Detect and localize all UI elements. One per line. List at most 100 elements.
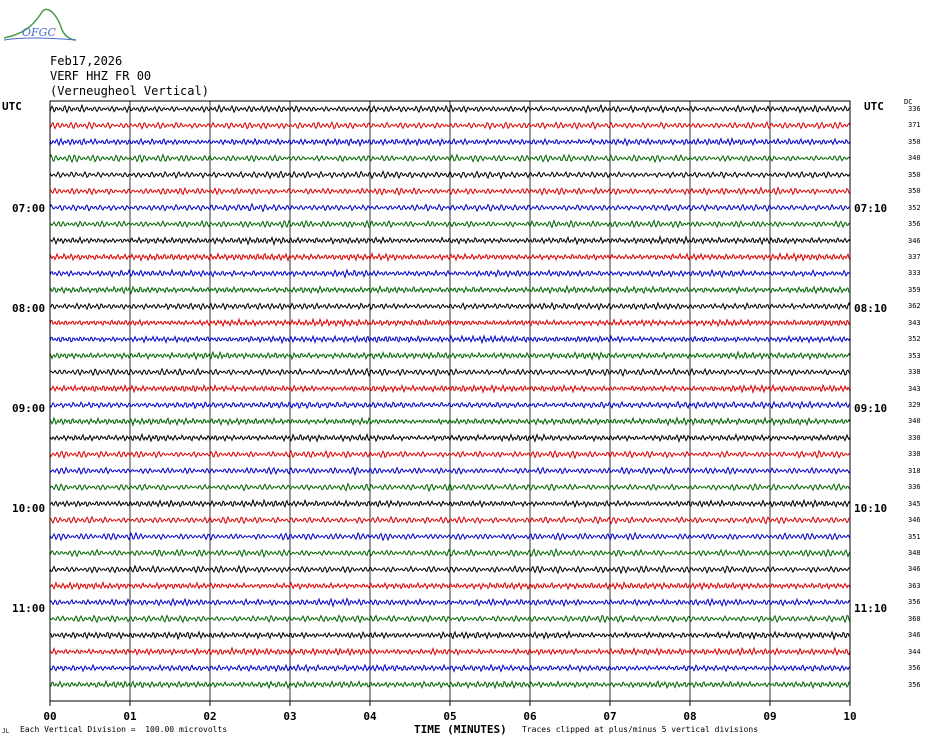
dc-offset-label: 340 <box>908 417 921 426</box>
dc-offset-label: 330 <box>908 433 921 442</box>
dc-offset-label: 359 <box>908 285 921 294</box>
dc-offset-label: 346 <box>908 631 921 640</box>
location-label: (Verneugheol Vertical) <box>50 84 209 98</box>
dc-offset-label: 350 <box>908 187 921 196</box>
dc-offset-label: 360 <box>908 614 921 623</box>
dc-offset-label: 343 <box>908 384 921 393</box>
dc-offset-label: 338 <box>908 368 921 377</box>
seismic-traces <box>49 103 851 690</box>
seismic-trace <box>49 466 851 477</box>
x-tick-label: 00 <box>43 710 57 723</box>
x-tick-label: 02 <box>203 710 217 723</box>
seismic-trace <box>49 137 851 148</box>
time-label-right: 10:10 <box>854 502 888 515</box>
seismic-trace <box>49 646 851 657</box>
seismic-trace <box>49 432 851 443</box>
seismic-trace <box>49 317 851 328</box>
dc-offset-label: 353 <box>908 351 921 360</box>
dc-offset-label: 337 <box>908 253 921 261</box>
seismic-trace <box>49 367 851 378</box>
seismic-trace <box>49 334 851 345</box>
seismic-trace <box>49 251 851 263</box>
seismic-trace <box>49 531 851 542</box>
seismic-trace <box>49 153 851 164</box>
seismic-trace <box>49 663 851 673</box>
x-tick-label: 04 <box>363 710 377 723</box>
dc-offset-label: 351 <box>908 532 921 541</box>
seismic-trace <box>49 614 851 624</box>
seismic-trace <box>49 268 851 279</box>
time-label-right: 07:10 <box>854 202 888 215</box>
dc-offset-label: 350 <box>908 137 921 146</box>
time-label-left: 07:00 <box>12 202 46 215</box>
x-tick-label: 05 <box>443 710 457 723</box>
time-label-left: 09:00 <box>12 402 46 415</box>
seismic-trace <box>49 103 851 114</box>
logo-text: OFGC <box>22 26 56 39</box>
seismic-trace <box>49 169 851 180</box>
x-axis-title: TIME (MINUTES) <box>414 723 507 736</box>
time-label-left: 08:00 <box>12 302 46 315</box>
date-label: Feb17,2026 <box>50 54 123 68</box>
seismic-trace <box>49 547 851 559</box>
station-label: VERF HHZ FR 00 <box>50 69 152 83</box>
dc-offset-label: 344 <box>908 647 921 656</box>
grid-lines <box>129 101 771 701</box>
x-tick-label: 10 <box>843 710 857 723</box>
dc-offset-label: 356 <box>908 680 921 689</box>
dc-offset-label: 346 <box>908 565 921 574</box>
utc-label-right: UTC <box>864 100 884 113</box>
x-tick-label: 06 <box>523 710 537 723</box>
seismic-trace <box>49 383 851 395</box>
seismic-trace <box>49 202 851 213</box>
dc-offset-label: 362 <box>908 302 921 311</box>
dc-offset-label: 343 <box>908 318 921 327</box>
dc-offset-label: 346 <box>908 236 921 245</box>
seismic-trace <box>49 350 851 361</box>
time-label-right: 09:10 <box>854 402 888 415</box>
seismic-trace <box>49 515 851 525</box>
seismic-trace <box>49 580 851 591</box>
x-axis-ticks <box>49 701 851 706</box>
x-tick-label: 08 <box>683 710 697 723</box>
time-label-left: 10:00 <box>12 502 46 515</box>
x-tick-label: 01 <box>123 710 137 723</box>
seismic-trace <box>49 679 851 690</box>
dc-offset-label: 352 <box>908 335 921 344</box>
dc-offset-label: 356 <box>908 598 921 607</box>
utc-label-left: UTC <box>2 100 22 113</box>
time-label-left: 11:00 <box>12 602 46 615</box>
dc-offset-label: 336 <box>908 483 921 492</box>
dc-offset-label: 352 <box>908 203 921 212</box>
seismic-trace <box>49 482 851 493</box>
dc-offset-label: 345 <box>908 499 921 508</box>
seismic-trace <box>49 498 851 509</box>
time-label-right: 11:10 <box>854 602 888 615</box>
dc-offset-label: 336 <box>908 105 921 113</box>
dc-offset-label: 318 <box>908 466 921 475</box>
seismic-trace <box>49 597 851 608</box>
seismic-trace <box>49 400 851 410</box>
seismic-trace <box>49 219 851 229</box>
dc-offset-label: 356 <box>908 664 921 673</box>
dc-offset-label: 371 <box>908 121 921 130</box>
footer-clip-note: Traces clipped at plus/minus 5 vertical … <box>522 725 759 734</box>
seismic-trace <box>49 449 851 460</box>
dc-offset-label: 346 <box>908 516 921 525</box>
x-tick-label: 03 <box>283 710 297 723</box>
dc-offset-label: 348 <box>908 549 921 557</box>
seismic-trace <box>49 630 851 641</box>
dc-offset-label: 350 <box>908 170 921 179</box>
ofgc-logo-icon: OFGC <box>3 8 77 41</box>
dc-offset-label: 333 <box>908 269 921 278</box>
seismic-trace <box>49 416 851 427</box>
footer-mark: JL <box>2 728 10 735</box>
dc-offset-label: 338 <box>908 450 921 459</box>
seismic-trace <box>49 120 851 131</box>
seismic-trace <box>49 564 851 575</box>
dc-label: DC <box>904 98 913 106</box>
seismic-trace <box>49 301 851 312</box>
seismic-trace <box>49 186 851 197</box>
x-tick-label: 07 <box>603 710 617 723</box>
